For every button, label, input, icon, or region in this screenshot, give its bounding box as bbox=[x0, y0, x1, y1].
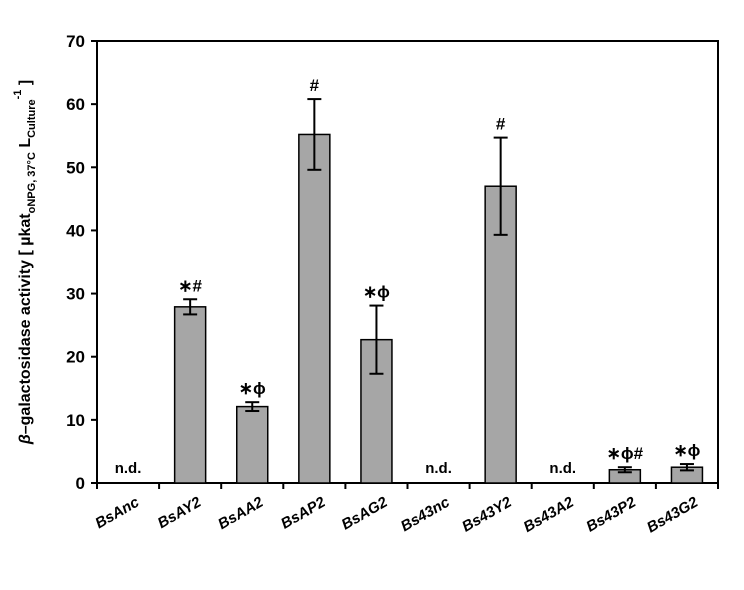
significance-label: ∗ϕ bbox=[239, 379, 266, 398]
x-category-label: Bs43A2 bbox=[521, 493, 578, 536]
bar bbox=[298, 133, 331, 484]
x-category-label: Bs43Y2 bbox=[459, 493, 515, 535]
y-tick-label: 40 bbox=[66, 221, 85, 240]
y-tick-label: 70 bbox=[66, 32, 85, 51]
bars bbox=[173, 98, 704, 484]
y-tick-label: 50 bbox=[66, 158, 85, 177]
bar bbox=[236, 405, 269, 484]
not-detected-label: n.d. bbox=[425, 460, 452, 477]
not-detected-label: n.d. bbox=[549, 460, 576, 477]
y-tick-label: 30 bbox=[66, 285, 85, 304]
y-tick-label: 10 bbox=[66, 411, 85, 430]
significance-label: ∗ϕ bbox=[363, 283, 390, 302]
x-category-label: BsAP2 bbox=[278, 493, 329, 532]
y-tick-label: 0 bbox=[76, 474, 85, 493]
significance-label: ∗ϕ bbox=[673, 441, 700, 460]
significance-label: ∗# bbox=[178, 276, 202, 295]
significance-label: ∗ϕ# bbox=[607, 444, 644, 463]
significance-label: # bbox=[310, 76, 320, 95]
x-category-label: Bs43G2 bbox=[644, 493, 701, 536]
y-axis-label: β–galactosidase activity [ µkatoNPG, 37°… bbox=[12, 80, 38, 445]
bar bbox=[173, 306, 207, 484]
y-axis-title: β–galactosidase activity [ µkatoNPG, 37°… bbox=[12, 80, 38, 445]
x-category-label: BsAnc bbox=[92, 493, 142, 532]
x-category-label: BsAG2 bbox=[339, 493, 391, 533]
axes: 0 10 20 30 40 50 60 70 bbox=[66, 32, 719, 493]
x-category-label: Bs43nc bbox=[398, 493, 453, 535]
y-tick-label: 60 bbox=[66, 95, 85, 114]
x-category-label: BsAA2 bbox=[215, 493, 267, 533]
significance-label: # bbox=[496, 115, 506, 134]
x-category-label: Bs43P2 bbox=[583, 493, 639, 535]
x-category-label: BsAY2 bbox=[155, 493, 205, 532]
not-detected-label: n.d. bbox=[115, 460, 142, 477]
y-tick-label: 20 bbox=[66, 348, 85, 367]
